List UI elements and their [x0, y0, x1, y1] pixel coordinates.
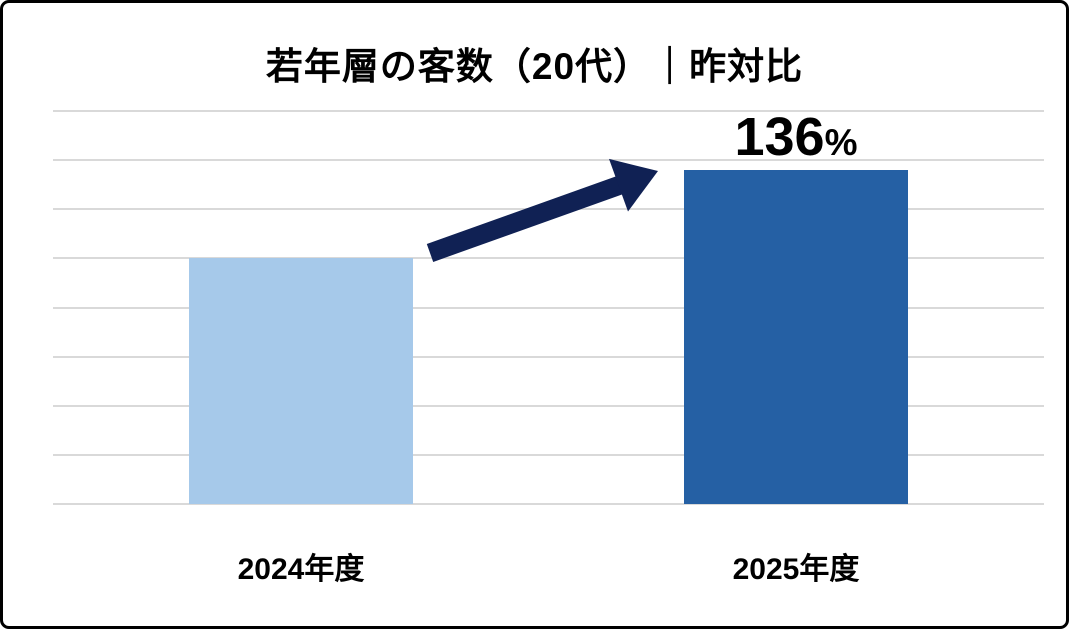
gridline: [53, 110, 1044, 112]
chart-title: 若年層の客数（20代）｜昨対比: [265, 46, 804, 87]
value-label-percent-sign: %: [824, 121, 858, 163]
gridline: [53, 159, 1044, 162]
bar-2025: [684, 169, 908, 504]
gridline: [53, 453, 1044, 456]
value-label-number: 136: [734, 106, 825, 167]
gridline: [53, 257, 1044, 260]
x-label-2025: 2025年度: [732, 553, 860, 586]
x-label-2024: 2024年度: [237, 553, 365, 586]
gridline: [53, 404, 1044, 407]
value-label: 136%: [684, 110, 908, 164]
growth-arrow-icon: [426, 158, 658, 262]
gridline: [53, 355, 1044, 358]
gridline: [53, 503, 1044, 505]
gridline: [53, 306, 1044, 309]
bar-2024: [189, 258, 413, 504]
